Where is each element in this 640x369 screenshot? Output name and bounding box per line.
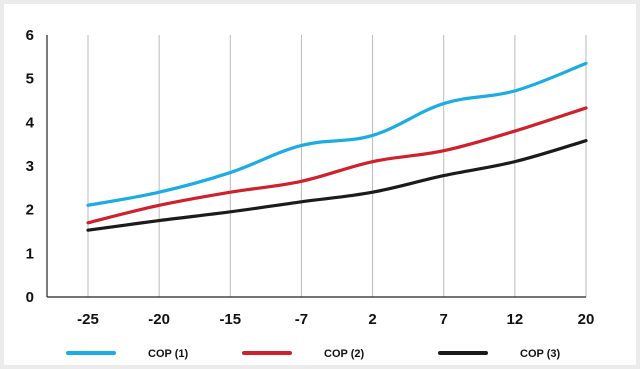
x-tick-label: -7 (295, 311, 308, 328)
y-tick-label: 5 (26, 71, 34, 88)
legend: COP (1) COP (2) COP (3) (66, 348, 560, 360)
series-line-cop-2 (86, 106, 588, 225)
y-tick-label: 6 (26, 27, 34, 44)
legend-label-cop-2: COP (2) (324, 348, 364, 360)
x-tick-label: 12 (507, 311, 524, 328)
x-tick-label: -20 (148, 311, 170, 328)
legend-label-cop-3: COP (3) (520, 348, 560, 360)
y-tick-label: 2 (26, 202, 34, 219)
x-tick-label: 20 (578, 311, 595, 328)
y-tick-label: 0 (26, 289, 34, 306)
x-tick-label: 2 (368, 311, 376, 328)
series-line-cop-3 (86, 139, 588, 232)
series-lines (86, 61, 588, 232)
y-axis-ticks: 0 1 2 3 4 5 6 (26, 27, 35, 306)
axes (46, 35, 586, 298)
x-tick-label: 7 (440, 311, 448, 328)
x-axis-ticks: -25 -20 -15 -7 2 7 12 20 (77, 311, 594, 328)
x-tick-label: -25 (77, 311, 99, 328)
y-tick-label: 1 (26, 245, 34, 262)
y-tick-label: 4 (26, 114, 35, 131)
y-tick-label: 3 (26, 158, 34, 175)
grid (87, 35, 587, 297)
series-line-cop-1 (86, 61, 588, 207)
legend-label-cop-1: COP (1) (148, 348, 188, 360)
x-tick-label: -15 (219, 311, 241, 328)
